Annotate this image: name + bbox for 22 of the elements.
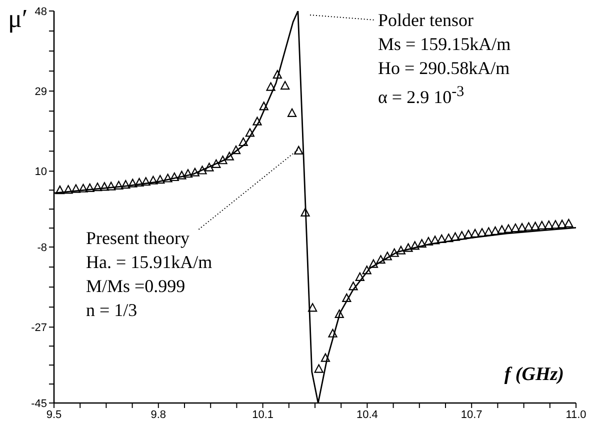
annotation: Ho = 290.58kA/m bbox=[378, 57, 511, 80]
y-tick-label: -45 bbox=[31, 398, 47, 410]
annotation: α = 2.9 10$^{-3}$ bbox=[378, 83, 466, 109]
y-tick-label: 29 bbox=[34, 86, 47, 98]
y-axis-title: μ′ bbox=[8, 4, 28, 34]
x-axis-title: f (GHz) bbox=[504, 364, 564, 386]
x-tick-label: 10.1 bbox=[252, 408, 274, 421]
x-tick-label: 11.0 bbox=[566, 408, 586, 421]
annotation: Polder tensor bbox=[378, 9, 474, 32]
y-tick-label: -8 bbox=[37, 242, 47, 254]
x-tick-label: 10.4 bbox=[356, 408, 378, 421]
annotation: Ha. = 15.91kA/m bbox=[86, 251, 212, 274]
annotation: M/Ms =0.999 bbox=[86, 275, 186, 298]
x-tick-label: 9.5 bbox=[46, 408, 62, 421]
y-tick-label: 10 bbox=[34, 166, 47, 178]
annotation: Present theory bbox=[86, 227, 190, 250]
annotation: Ms = 159.15kA/m bbox=[378, 33, 511, 56]
y-tick-label: 48 bbox=[34, 6, 47, 18]
y-tick-label: -27 bbox=[31, 322, 47, 334]
x-tick-label: 9.8 bbox=[150, 408, 166, 421]
x-tick-label: 10.7 bbox=[460, 408, 482, 421]
annotation: n = 1/3 bbox=[86, 299, 138, 322]
